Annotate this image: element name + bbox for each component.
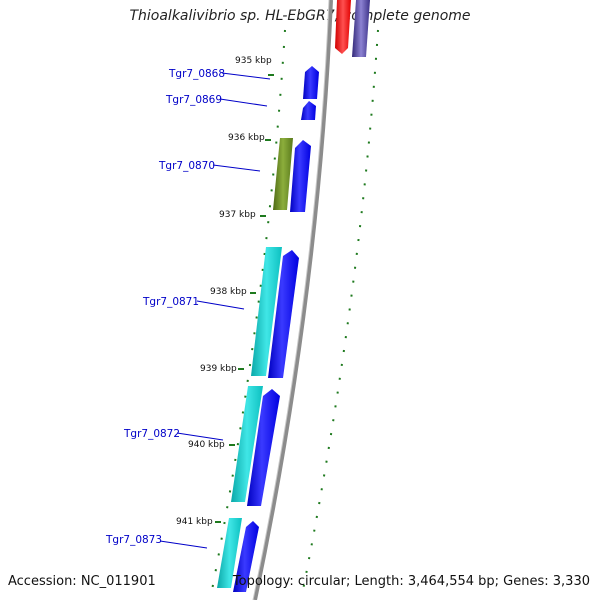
gene-leader-0873	[159, 540, 208, 549]
tick-label-940: 940 kbp	[188, 440, 225, 450]
gene-leader-0870	[212, 164, 261, 172]
genome-backbone-highlight	[252, 0, 330, 600]
cds-arrow-0870[interactable]	[290, 140, 311, 212]
accession-text: Accession: NC_011901	[8, 574, 156, 589]
cyan-feature-0872[interactable]	[231, 386, 263, 502]
olive-feature-0870[interactable]	[273, 138, 293, 210]
tick-label-936: 936 kbp	[228, 133, 265, 143]
cds-arrow-0868[interactable]	[303, 66, 319, 99]
cds-arrow-0872[interactable]	[247, 389, 280, 506]
purple-feature[interactable]	[352, 0, 370, 57]
cds-arrow-0873[interactable]	[233, 521, 259, 592]
cyan-feature-0873[interactable]	[217, 518, 242, 588]
gene-label-0869[interactable]: Tgr7_0869	[165, 94, 222, 106]
gene-leader-0871	[196, 300, 245, 310]
gene-label-0872[interactable]: Tgr7_0872	[123, 428, 180, 440]
tick-label-941: 941 kbp	[176, 517, 213, 527]
tick-label-937: 937 kbp	[219, 210, 256, 220]
genome-summary-text: Topology: circular; Length: 3,464,554 bp…	[232, 574, 590, 589]
gene-leader-0868	[221, 72, 271, 80]
tick-label-939: 939 kbp	[200, 364, 237, 374]
cds-arrow-0871[interactable]	[268, 250, 299, 378]
cyan-feature-0871[interactable]	[251, 247, 282, 376]
gene-leader-0869	[219, 98, 268, 107]
cds-arrow-0869[interactable]	[301, 101, 316, 120]
gene-label-0871[interactable]: Tgr7_0871	[142, 296, 199, 308]
gene-label-0873[interactable]: Tgr7_0873	[105, 534, 162, 546]
genome-backbone	[253, 0, 333, 600]
map-title: Thioalkalivibrio sp. HL-EbGR7, complete …	[129, 8, 471, 24]
tick-label-938: 938 kbp	[210, 287, 247, 297]
tick-label-935: 935 kbp	[235, 56, 272, 66]
red-feature[interactable]	[335, 0, 351, 54]
gene-label-0870[interactable]: Tgr7_0870	[158, 160, 215, 172]
gene-leader-0872	[176, 432, 224, 441]
gene-label-0868[interactable]: Tgr7_0868	[168, 68, 225, 80]
